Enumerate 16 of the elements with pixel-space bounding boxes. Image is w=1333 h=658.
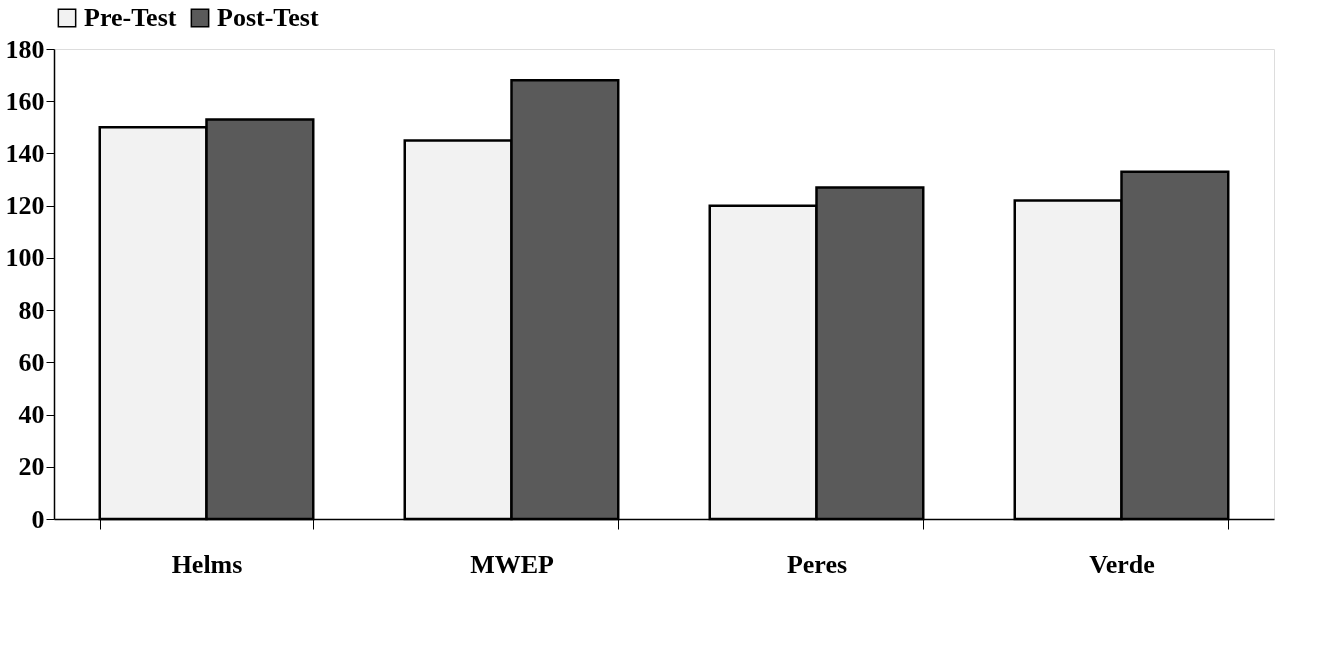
legend-label: Pre-Test xyxy=(84,3,177,32)
y-tick-label: 0 xyxy=(31,504,45,534)
y-tick-label: 60 xyxy=(18,347,45,377)
y-tick-label: 40 xyxy=(18,400,45,430)
y-tick-label: 20 xyxy=(18,452,45,482)
y-tick-label: 160 xyxy=(5,86,45,116)
x-tick-label: MWEP xyxy=(470,549,554,579)
y-tick-label: 100 xyxy=(5,243,45,273)
y-tick-label: 180 xyxy=(5,34,45,64)
y-tick-label: 80 xyxy=(18,295,45,325)
y-tick-label: 140 xyxy=(5,138,45,168)
y-tick-label: 120 xyxy=(5,191,45,221)
x-tick-label: Verde xyxy=(1089,549,1155,579)
legend-label: Post-Test xyxy=(217,3,319,32)
x-tick-label: Peres xyxy=(786,549,848,579)
x-tick-label: Helms xyxy=(171,549,243,579)
